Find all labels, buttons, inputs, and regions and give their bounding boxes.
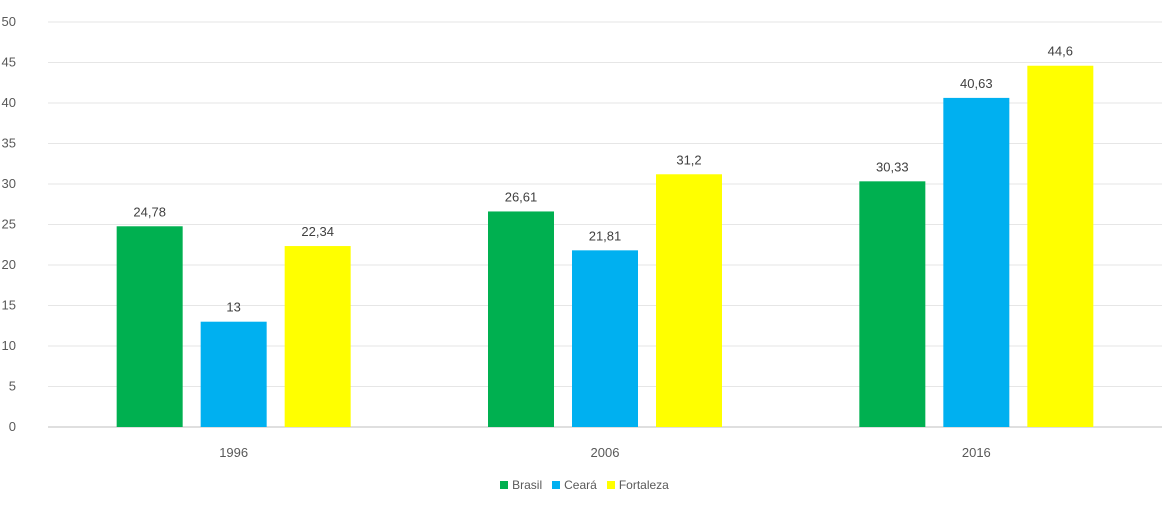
y-tick-label: 30	[2, 176, 16, 191]
legend-label-brasil: Brasil	[512, 478, 543, 492]
bar-chart-plot: 0 5 10 15 20 25 30 35 40 45 50 24,78 13 22,34 1996 26,6…	[2, 14, 1162, 460]
bar	[572, 250, 638, 427]
bar	[284, 246, 351, 427]
y-tick-label: 10	[2, 338, 16, 353]
y-tick-label: 40	[2, 95, 16, 110]
x-tick-label: 1996	[219, 445, 248, 460]
data-label: 31,2	[676, 152, 701, 167]
bar	[656, 174, 722, 427]
data-label: 40,63	[960, 76, 993, 91]
y-tick-label: 25	[2, 217, 16, 232]
y-tick-label: 35	[2, 136, 16, 151]
bar	[859, 181, 926, 427]
data-label: 21,81	[589, 228, 622, 243]
legend-item-ceara: Ceará	[552, 478, 597, 492]
data-label: 22,34	[301, 224, 334, 239]
legend-swatch-ceara	[552, 481, 561, 489]
data-label: 44,6	[1048, 44, 1073, 59]
y-tick-label: 50	[2, 14, 16, 29]
legend-label-fortaleza: Fortaleza	[618, 478, 669, 492]
legend-item-brasil: Brasil	[500, 478, 542, 492]
bar	[116, 226, 183, 427]
data-label: 13	[226, 300, 240, 315]
legend-item-fortaleza: Fortaleza	[606, 478, 669, 492]
legend-swatch-fortaleza	[606, 481, 615, 489]
x-tick-label: 2006	[591, 445, 620, 460]
bar	[200, 321, 267, 427]
legend: Brasil Ceará Fortaleza	[0, 478, 1169, 492]
data-label: 30,33	[876, 159, 909, 174]
y-tick-label: 5	[9, 379, 16, 394]
bar	[943, 97, 1010, 427]
data-label: 24,78	[133, 204, 166, 219]
bar	[1027, 65, 1094, 428]
data-label: 26,61	[505, 189, 538, 204]
y-tick-label: 45	[2, 55, 16, 70]
y-tick-label: 0	[9, 419, 16, 434]
legend-swatch-brasil	[500, 481, 509, 489]
bar	[488, 211, 554, 427]
y-tick-label: 15	[2, 298, 16, 313]
legend-label-ceara: Ceará	[564, 478, 597, 492]
x-tick-label: 2016	[962, 445, 991, 460]
y-tick-label: 20	[2, 257, 16, 272]
